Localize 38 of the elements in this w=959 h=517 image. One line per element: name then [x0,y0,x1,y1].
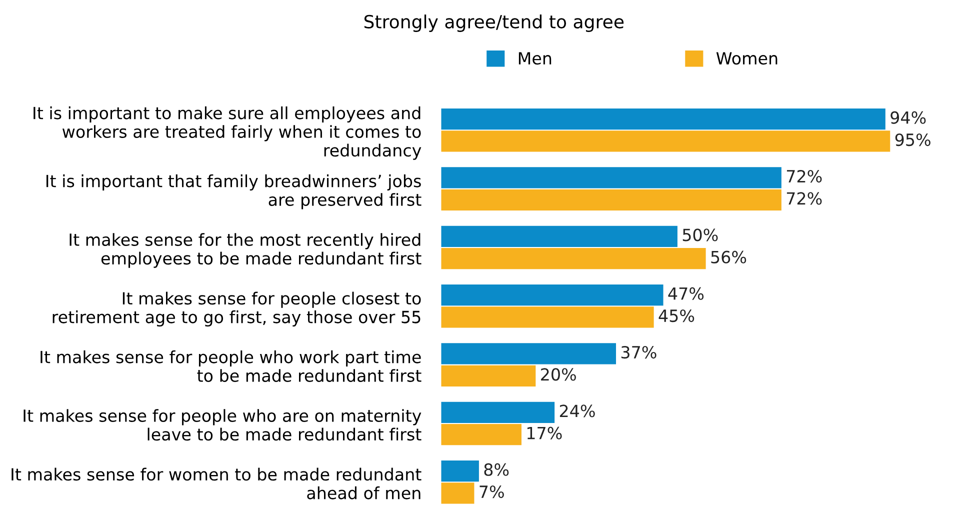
data-label: 72% [786,170,822,183]
bar [441,226,678,247]
bar [441,365,536,386]
data-label: 45% [658,309,694,322]
bar [441,248,706,270]
y-tick-label: It is important to make sure all employees and workers are treated fairly when it comes to redundancy [34,106,422,160]
bar [441,306,654,328]
bar [441,402,555,423]
data-label: 8% [484,463,509,476]
y-tick-label: It makes sense for women to be made redundant ahead of men [12,468,422,500]
bar [441,482,474,504]
data-label: 37% [621,346,656,359]
bar [441,424,522,446]
bar [441,460,479,482]
y-tick-label: It is important that family breadwinners’ jobs are preserved first [46,174,422,210]
bar [441,284,664,306]
data-label: 24% [560,404,595,418]
chart-title: Strongly agree/tend to agree [364,14,624,32]
y-tick-label: It makes sense for people who work part time to be made redundant first [40,350,422,382]
data-label: 94% [890,111,926,124]
bar [441,167,782,188]
data-label: 50% [682,228,718,242]
bar [441,343,616,364]
legend-label: Women [716,52,778,65]
data-label: 56% [711,250,746,264]
bar [441,189,782,210]
bar [441,130,890,152]
y-tick-label: It makes sense for people closest to retirement age to go first, say those over 55 [52,292,421,327]
data-label: 7% [480,485,504,498]
y-tick-label: It makes sense for people who are on maternity leave to be made redundant first [24,409,422,441]
data-label: 95% [895,133,930,146]
data-label: 72% [786,192,822,205]
data-label: 20% [541,368,576,381]
data-label: 17% [527,426,562,440]
data-label: 47% [668,287,704,300]
y-tick-label: It makes sense for the most recently hired employees to be made redundant first [70,233,422,268]
bar [441,108,886,130]
legend-label: Men [518,52,552,65]
